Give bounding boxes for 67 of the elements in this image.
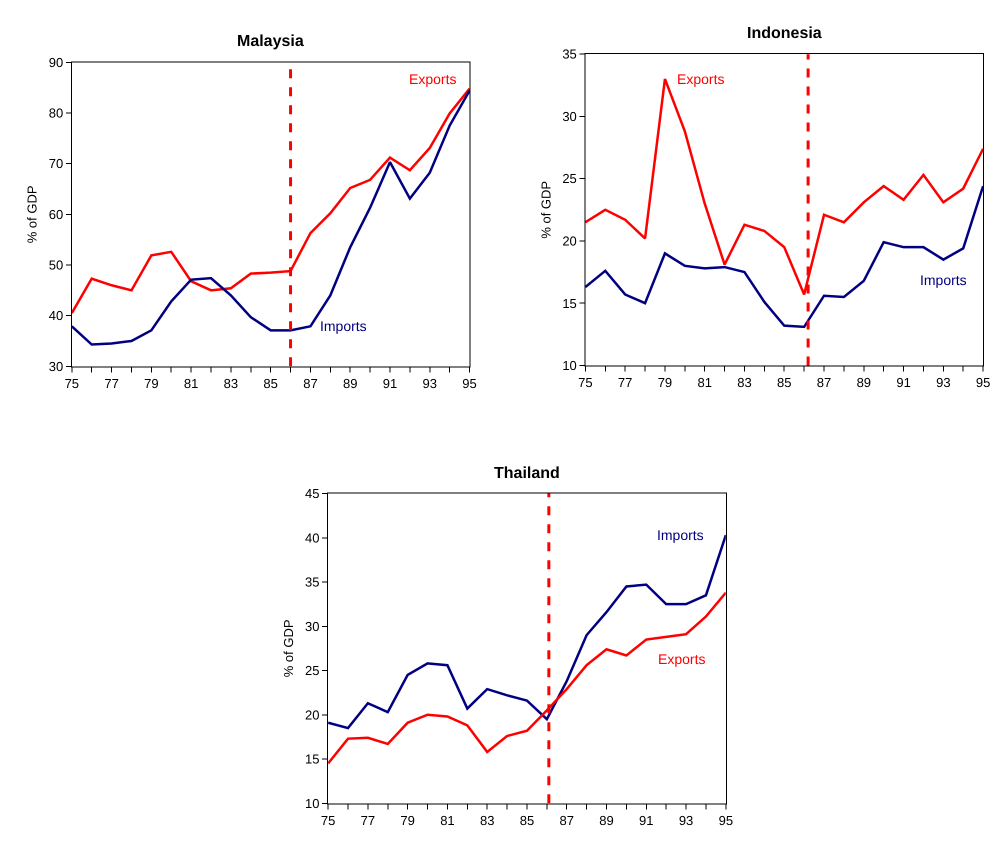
x-tick-label: 93 (422, 376, 437, 391)
y-tick-label: 25 (562, 171, 577, 186)
y-tick-label: 15 (305, 752, 320, 767)
x-tick-label: 85 (520, 812, 534, 828)
x-tick-label: 93 (678, 812, 694, 828)
y-tick-label: 35 (305, 574, 320, 590)
x-tick-label: 77 (104, 376, 119, 391)
x-tick-label: 89 (856, 375, 872, 390)
series-label: Exports (658, 651, 706, 667)
y-tick-label: 20 (305, 707, 320, 722)
x-tick-label: 75 (578, 375, 593, 390)
y-tick-label: 40 (48, 308, 64, 324)
x-tick-label: 81 (440, 812, 455, 828)
series-label: Exports (677, 71, 724, 87)
x-tick-label: 93 (936, 375, 951, 390)
chart-title: Thailand (494, 465, 560, 482)
y-tick-label: 30 (305, 618, 320, 634)
x-tick-label: 91 (639, 812, 654, 828)
x-tick-label: 95 (462, 376, 477, 391)
x-tick-label: 89 (599, 812, 614, 828)
x-tick-label: 91 (896, 375, 911, 390)
x-tick-label: 87 (816, 375, 832, 390)
y-tick-label: 30 (48, 358, 64, 374)
y-axis-title: % of GDP (538, 180, 554, 239)
x-tick-label: 75 (64, 376, 80, 391)
x-tick-label: 81 (697, 375, 712, 390)
y-tick-label: 10 (305, 796, 320, 811)
y-tick-label: 40 (305, 530, 320, 546)
x-tick-label: 79 (658, 375, 672, 390)
y-tick-label: 20 (562, 233, 577, 248)
y-tick-label: 35 (562, 46, 577, 62)
chart-title: Indonesia (747, 25, 822, 42)
series-label: Imports (920, 272, 967, 288)
series-label: Imports (320, 318, 367, 334)
y-tick-label: 10 (562, 358, 577, 374)
y-tick-label: 25 (305, 663, 320, 678)
y-tick-label: 30 (562, 108, 577, 124)
x-tick-label: 79 (400, 812, 415, 828)
y-tick-label: 60 (48, 206, 64, 222)
series-label: Imports (657, 527, 704, 543)
y-axis-title: % of GDP (280, 619, 296, 678)
y-tick-label: 90 (48, 54, 64, 70)
chart-title: Malaysia (237, 33, 304, 50)
y-tick-label: 15 (562, 296, 577, 311)
x-tick-label: 89 (342, 376, 358, 391)
x-tick-label: 91 (382, 376, 398, 391)
x-tick-label: 95 (718, 812, 734, 828)
series-label: Exports (409, 71, 456, 87)
x-tick-label: 95 (976, 375, 990, 390)
x-tick-label: 81 (184, 376, 198, 391)
x-tick-label: 83 (224, 376, 238, 391)
x-tick-label: 85 (777, 375, 792, 390)
x-tick-label: 87 (303, 376, 318, 391)
y-tick-label: 80 (48, 106, 64, 121)
y-tick-label: 50 (48, 258, 64, 273)
x-tick-label: 87 (560, 812, 574, 828)
x-tick-label: 85 (263, 376, 278, 391)
x-tick-label: 77 (360, 812, 376, 828)
x-tick-label: 83 (480, 812, 494, 828)
y-axis-title: % of GDP (24, 185, 40, 244)
x-tick-label: 79 (144, 376, 159, 391)
line-series (585, 184, 984, 328)
y-tick-label: 45 (305, 486, 320, 502)
y-tick-label: 70 (48, 156, 64, 172)
x-tick-label: 83 (737, 375, 752, 390)
x-tick-label: 77 (618, 375, 632, 390)
x-tick-label: 75 (320, 812, 336, 828)
